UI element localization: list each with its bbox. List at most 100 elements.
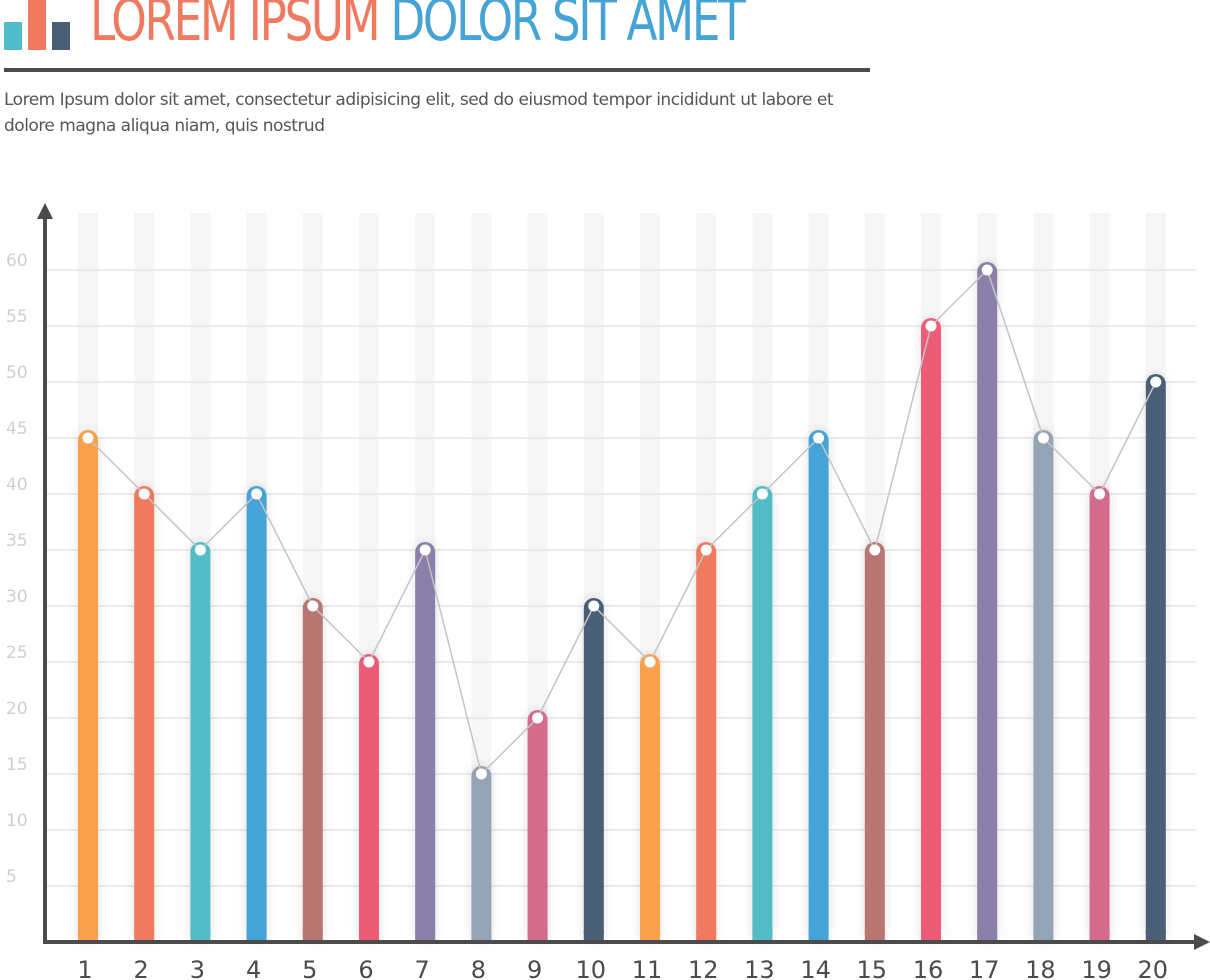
data-point-marker xyxy=(82,432,94,444)
bar-base xyxy=(415,930,436,942)
chart-header: LOREM IPSUM DOLOR SIT AMET xyxy=(0,0,880,75)
x-tick-label: 2 xyxy=(134,956,149,980)
x-tick-label: 5 xyxy=(302,956,317,980)
column-track xyxy=(471,213,492,942)
bar xyxy=(696,542,717,942)
bar-base xyxy=(359,930,379,942)
bar-base xyxy=(302,930,323,942)
data-point-marker xyxy=(588,600,600,612)
bar xyxy=(302,598,323,942)
chart-title: LOREM IPSUM DOLOR SIT AMET xyxy=(90,0,746,54)
y-tick-label: 30 xyxy=(6,587,28,607)
bar-chart-logo-icon xyxy=(4,0,70,50)
bar xyxy=(1145,374,1166,942)
y-tick-label: 10 xyxy=(6,811,28,831)
bar xyxy=(1089,486,1110,942)
logo-bar xyxy=(28,0,46,50)
bar xyxy=(78,430,98,942)
chart-title-part2: DOLOR SIT AMET xyxy=(390,0,745,54)
logo-bar xyxy=(52,22,70,50)
data-point-marker xyxy=(925,320,937,332)
bar-base xyxy=(1145,930,1166,942)
x-tick-label: 16 xyxy=(913,956,944,980)
bar xyxy=(808,430,829,942)
bar xyxy=(864,542,885,942)
bar-base xyxy=(190,930,211,942)
data-point-marker xyxy=(981,264,993,276)
x-tick-label: 14 xyxy=(800,956,831,980)
bar-base xyxy=(921,930,941,942)
bar-base xyxy=(696,930,717,942)
x-tick-label: 10 xyxy=(576,956,607,980)
data-point-marker xyxy=(363,656,375,668)
x-tick-label: 7 xyxy=(415,956,430,980)
y-tick-label: 40 xyxy=(6,475,28,495)
title-divider xyxy=(4,68,870,72)
bar-base xyxy=(134,930,155,942)
bar-base xyxy=(808,930,829,942)
bar-base xyxy=(752,930,773,942)
x-tick-label: 3 xyxy=(190,956,205,980)
x-tick-label: 19 xyxy=(1081,956,1112,980)
logo-bar xyxy=(4,22,22,50)
y-tick-label: 15 xyxy=(6,755,28,775)
y-tick-label: 5 xyxy=(6,867,17,887)
data-point-marker xyxy=(419,544,431,556)
data-point-marker xyxy=(1037,432,1049,444)
bar-base xyxy=(527,930,548,942)
data-point-marker xyxy=(756,488,768,500)
bar-base xyxy=(1089,930,1110,942)
bar-base xyxy=(1033,930,1054,942)
bar-base xyxy=(78,930,98,942)
data-point-marker xyxy=(813,432,825,444)
x-tick-label: 6 xyxy=(358,956,373,980)
bar xyxy=(246,486,267,942)
data-point-marker xyxy=(1150,376,1162,388)
data-point-marker xyxy=(869,544,881,556)
bar xyxy=(583,598,604,942)
bar xyxy=(752,486,773,942)
data-point-marker xyxy=(138,488,150,500)
y-axis-arrow-icon xyxy=(37,203,53,219)
data-point-marker xyxy=(700,544,712,556)
x-tick-label: 12 xyxy=(688,956,719,980)
x-tick-label: 11 xyxy=(632,956,663,980)
data-point-marker xyxy=(307,600,319,612)
bar-base xyxy=(246,930,267,942)
chart-title-part1: LOREM IPSUM xyxy=(90,0,381,54)
x-tick-label: 15 xyxy=(857,956,888,980)
data-point-marker xyxy=(251,488,263,500)
connector-line xyxy=(87,268,1157,776)
y-tick-label: 25 xyxy=(6,643,28,663)
bar-base xyxy=(864,930,885,942)
chart-subtitle: Lorem Ipsum dolor sit amet, consectetur … xyxy=(4,90,833,136)
x-tick-label: 20 xyxy=(1138,956,1169,980)
y-tick-label: 50 xyxy=(6,363,28,383)
bar-base xyxy=(583,930,604,942)
data-point-marker xyxy=(1094,488,1106,500)
bar xyxy=(527,710,548,942)
data-point-marker xyxy=(475,768,487,780)
y-tick-label: 60 xyxy=(6,251,28,271)
bar xyxy=(921,318,941,942)
data-point-marker xyxy=(644,656,656,668)
x-tick-label: 1 xyxy=(77,956,92,980)
x-tick-label: 18 xyxy=(1025,956,1056,980)
bar-base xyxy=(640,930,660,942)
bar xyxy=(190,542,211,942)
bar xyxy=(640,654,660,942)
y-tick-label: 55 xyxy=(6,307,28,327)
x-tick-label: 8 xyxy=(471,956,486,980)
y-tick-label: 45 xyxy=(6,419,28,439)
bar xyxy=(134,486,155,942)
y-tick-label: 20 xyxy=(6,699,28,719)
bar xyxy=(359,654,379,942)
bar xyxy=(1033,430,1054,942)
bar xyxy=(471,766,492,942)
bar xyxy=(415,542,436,942)
bar-base xyxy=(977,930,998,942)
x-axis-arrow-icon xyxy=(1194,934,1210,950)
x-tick-label: 13 xyxy=(744,956,775,980)
data-point-marker xyxy=(194,544,206,556)
